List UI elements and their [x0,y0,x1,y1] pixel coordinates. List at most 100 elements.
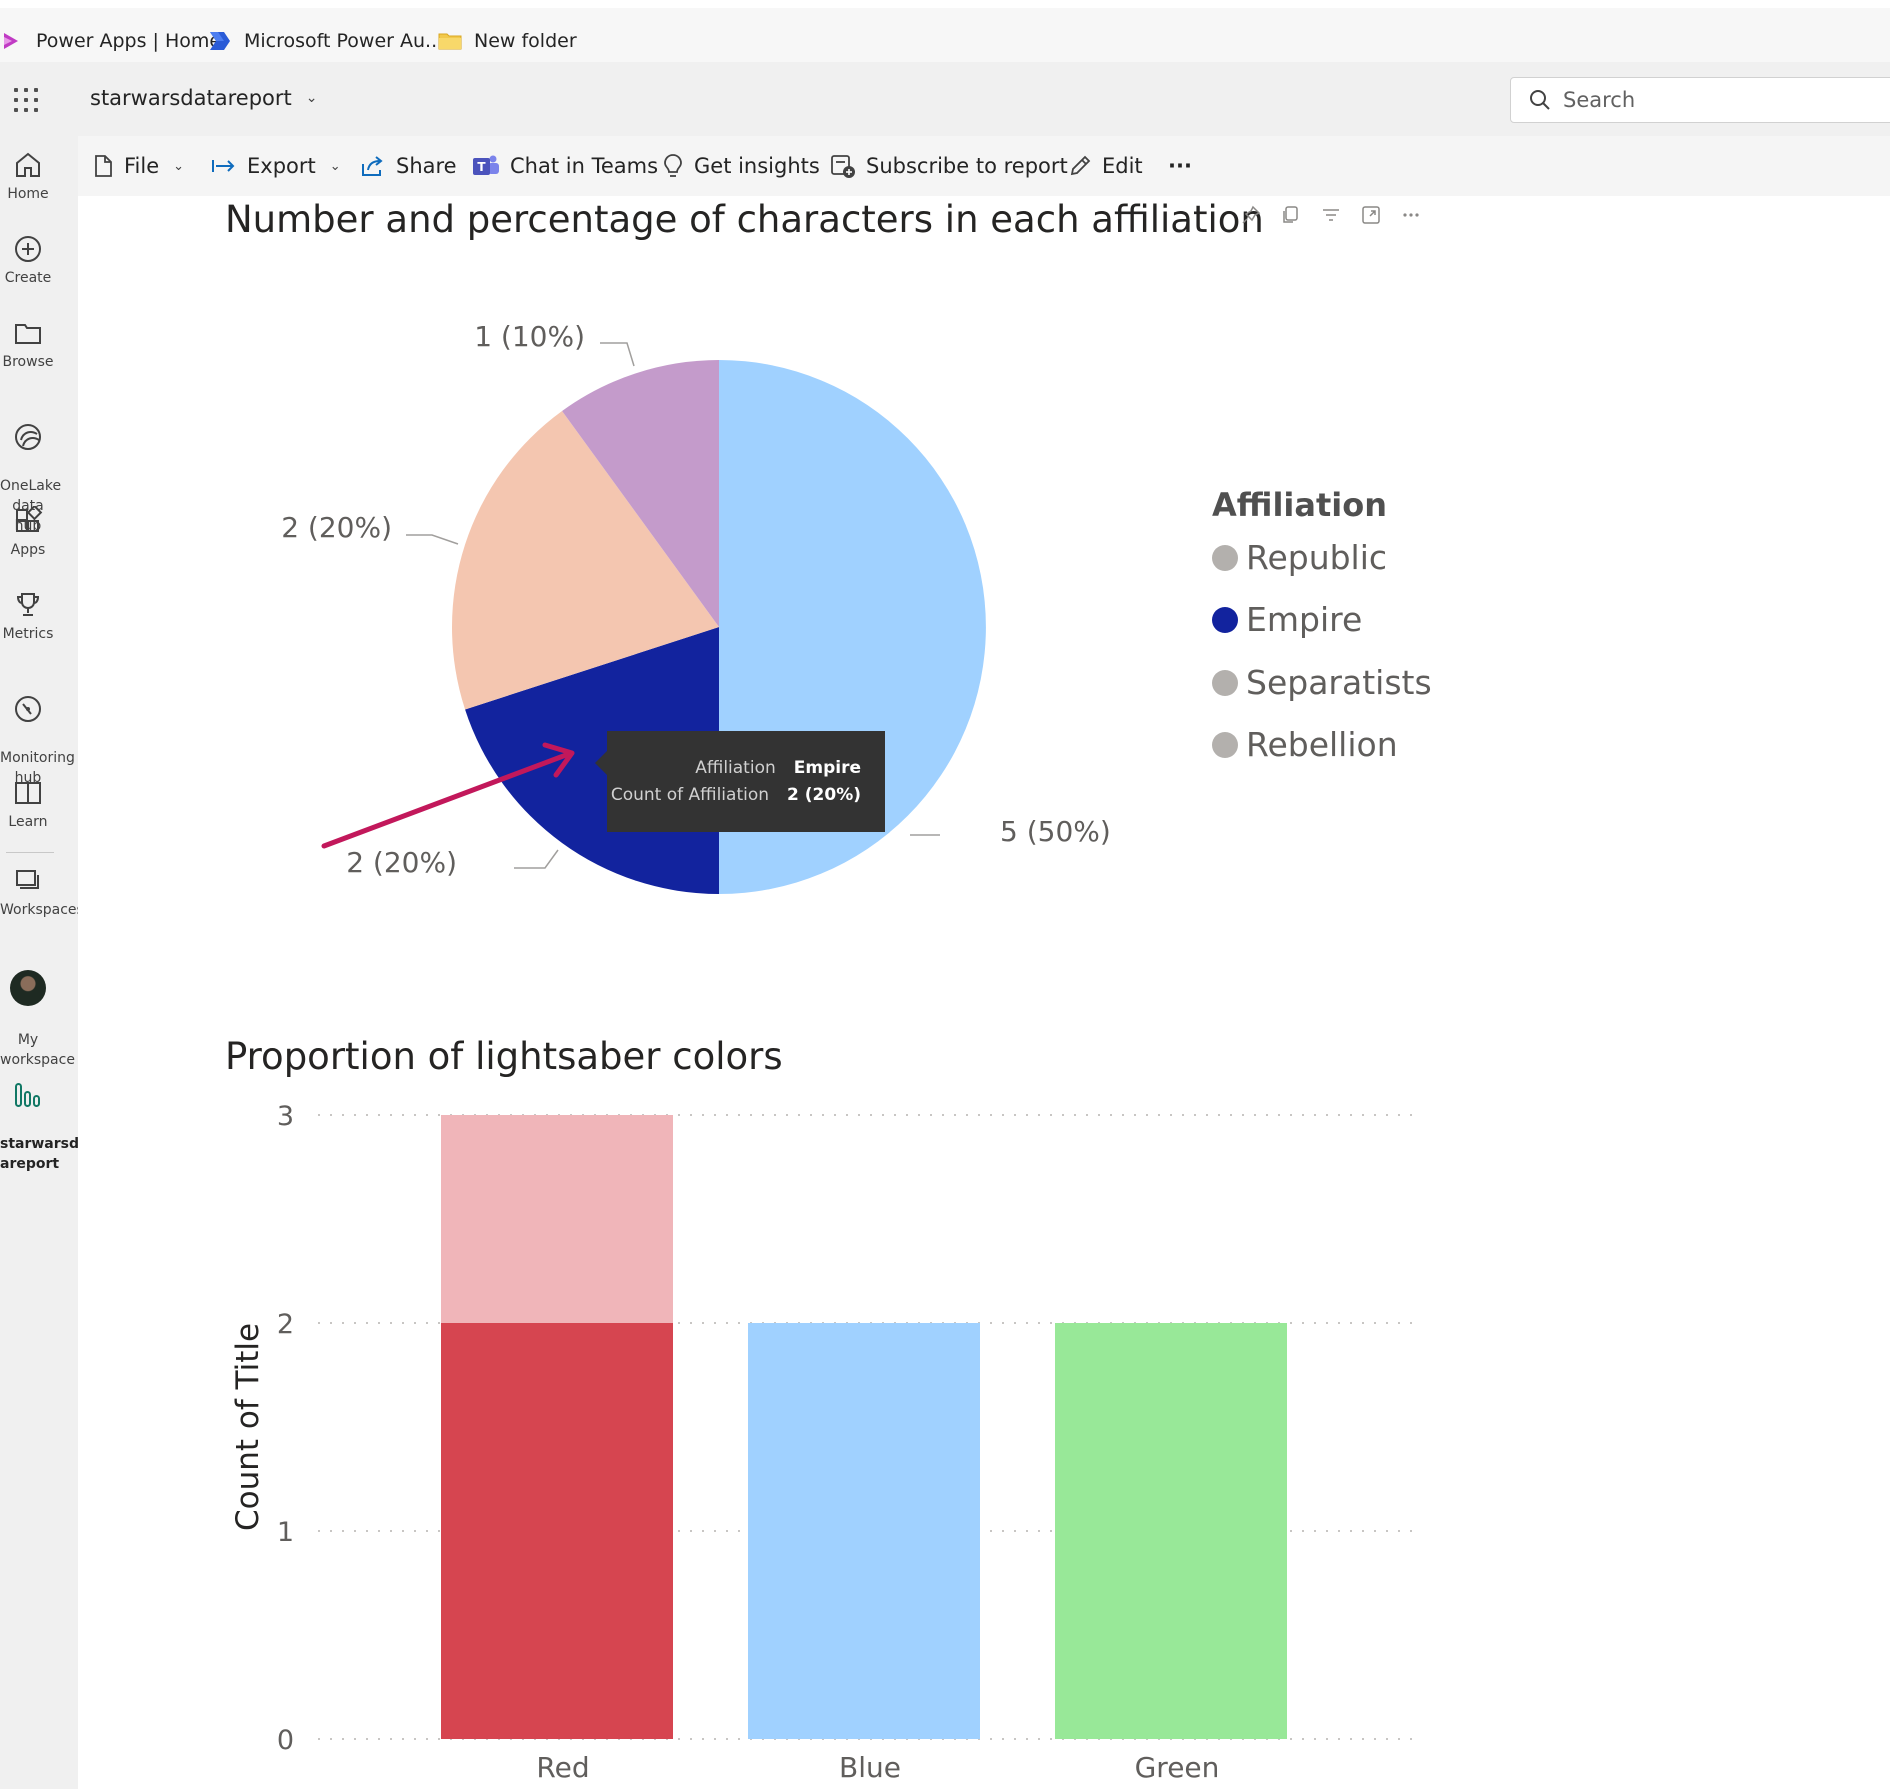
trophy-icon [16,593,40,616]
nav-my-workspace[interactable]: My workspace [0,950,75,1070]
pie-leader-line [514,849,559,869]
copy-visual-icon[interactable] [1280,204,1302,226]
left-nav: Home Create Browse OneLake data hub Apps… [0,136,95,1789]
edit-button[interactable]: Edit [1068,150,1143,182]
pie-data-label: 1 (10%) [474,320,585,353]
search-box[interactable]: Search [1510,77,1890,123]
pin-icon[interactable] [1240,204,1262,226]
svg-text:T: T [477,160,486,174]
tooltip-value: Empire [793,758,861,778]
pie-data-label: 5 (50%) [1000,815,1111,848]
legend-label: Rebellion [1246,725,1398,764]
bookmark-label: New folder [474,30,577,52]
app-header: starwarsdatareport ⌄ Search [0,62,1890,136]
filter-icon[interactable] [1320,204,1342,226]
more-icon: ··· [1168,154,1192,178]
folder-icon [15,324,41,344]
focus-mode-icon[interactable] [1360,204,1382,226]
plus-circle-icon [15,236,41,262]
chart-tooltip: Affiliation Empire Count of Affiliation … [595,731,885,832]
nav-label: My workspace [0,1032,75,1068]
legend-item-rebellion[interactable]: Rebellion [1212,725,1398,764]
y-tick-label: 3 [277,1101,294,1132]
power-automate-icon [210,32,230,50]
nav-starwarsdatareport[interactable]: starwarsdat areport [0,1060,95,1174]
get-insights-button[interactable]: Get insights [662,150,820,182]
chevron-down-icon: ⌄ [173,158,185,174]
bookmark-power-automate[interactable]: Microsoft Power Au... [208,26,443,56]
bookmark-power-apps[interactable]: Power Apps | Home [0,26,221,56]
export-label: Export [247,154,316,178]
avatar [10,970,46,1006]
get-insights-label: Get insights [694,154,820,178]
subscribe-icon [831,155,855,178]
nav-metrics[interactable]: Metrics [0,590,56,644]
nav-apps[interactable]: Apps [0,506,56,560]
legend-label: Empire [1246,600,1363,639]
nav-create[interactable]: Create [0,234,56,288]
legend-item-empire[interactable]: Empire [1212,600,1362,639]
bar-segment[interactable] [441,1323,673,1739]
more-options-button[interactable]: ··· [1168,150,1192,182]
nav-workspaces[interactable]: Workspaces [0,866,84,920]
bar-segment[interactable] [1055,1323,1287,1739]
search-placeholder: Search [1563,88,1636,112]
legend-dot [1212,731,1238,758]
bar-segment[interactable] [748,1323,980,1739]
x-tick-label: Red [536,1751,589,1784]
tooltip-value: 2 (20%) [787,785,861,805]
bookmark-label: Microsoft Power Au... [244,30,444,52]
pie-leader-line [406,534,459,545]
tooltip-key: Count of Affiliation [610,785,770,805]
legend-dot [1212,544,1238,571]
nav-label: Home [7,186,49,202]
more-options-icon[interactable] [1400,204,1422,226]
file-menu-button[interactable]: File ⌄ [92,150,184,182]
pie-slice[interactable] [562,360,719,627]
legend-title: Affiliation [1212,486,1388,524]
share-button[interactable]: Share [360,150,457,182]
export-icon [212,160,235,172]
y-tick-label: 1 [277,1517,294,1548]
chevron-down-icon: ⌄ [305,90,318,106]
pie-visual-title: Number and percentage of characters in e… [225,198,1264,241]
nav-learn[interactable]: Learn [0,778,56,832]
legend-item-republic[interactable]: Republic [1212,538,1387,577]
report-name: starwarsdatareport [90,86,292,110]
nav-home[interactable]: Home [0,150,56,204]
export-menu-button[interactable]: Export ⌄ [211,150,341,182]
lightbulb-icon [664,154,682,177]
folder-icon [438,33,462,50]
y-tick-label: 2 [277,1309,294,1340]
pie-slice[interactable] [452,410,719,710]
onelake-icon [15,424,41,450]
share-label: Share [396,154,457,178]
teams-icon: T [473,155,499,175]
file-icon [95,155,112,177]
legend-label: Separatists [1246,663,1432,702]
power-apps-icon [4,33,18,49]
report-toolbar: File ⌄ Export ⌄ Share T Chat in Teams Ge… [78,136,1890,196]
report-name-dropdown[interactable]: starwarsdatareport ⌄ [90,86,317,110]
y-tick-label: 0 [277,1725,294,1756]
subscribe-label: Subscribe to report [866,154,1068,178]
search-icon [1530,90,1550,110]
bar-segment[interactable] [441,1115,673,1323]
nav-label: Browse [2,354,54,370]
subscribe-to-report-button[interactable]: Subscribe to report [830,150,1068,182]
share-icon [362,156,383,176]
chevron-down-icon: ⌄ [329,158,341,174]
report-canvas [78,196,1890,1789]
bookmark-new-folder[interactable]: New folder [438,26,577,56]
apps-icon [16,506,43,532]
nav-label: Apps [10,542,46,558]
legend-item-separatists[interactable]: Separatists [1212,663,1432,702]
chat-in-teams-button[interactable]: T Chat in Teams [472,150,658,182]
pie-data-label: 2 (20%) [346,846,457,879]
y-axis-title: Count of Title [230,1323,266,1531]
pie-leader-line [600,342,635,367]
home-icon [16,152,40,177]
nav-browse[interactable]: Browse [0,318,56,372]
app-launcher-icon[interactable] [14,88,40,114]
report-icon [15,1083,40,1107]
